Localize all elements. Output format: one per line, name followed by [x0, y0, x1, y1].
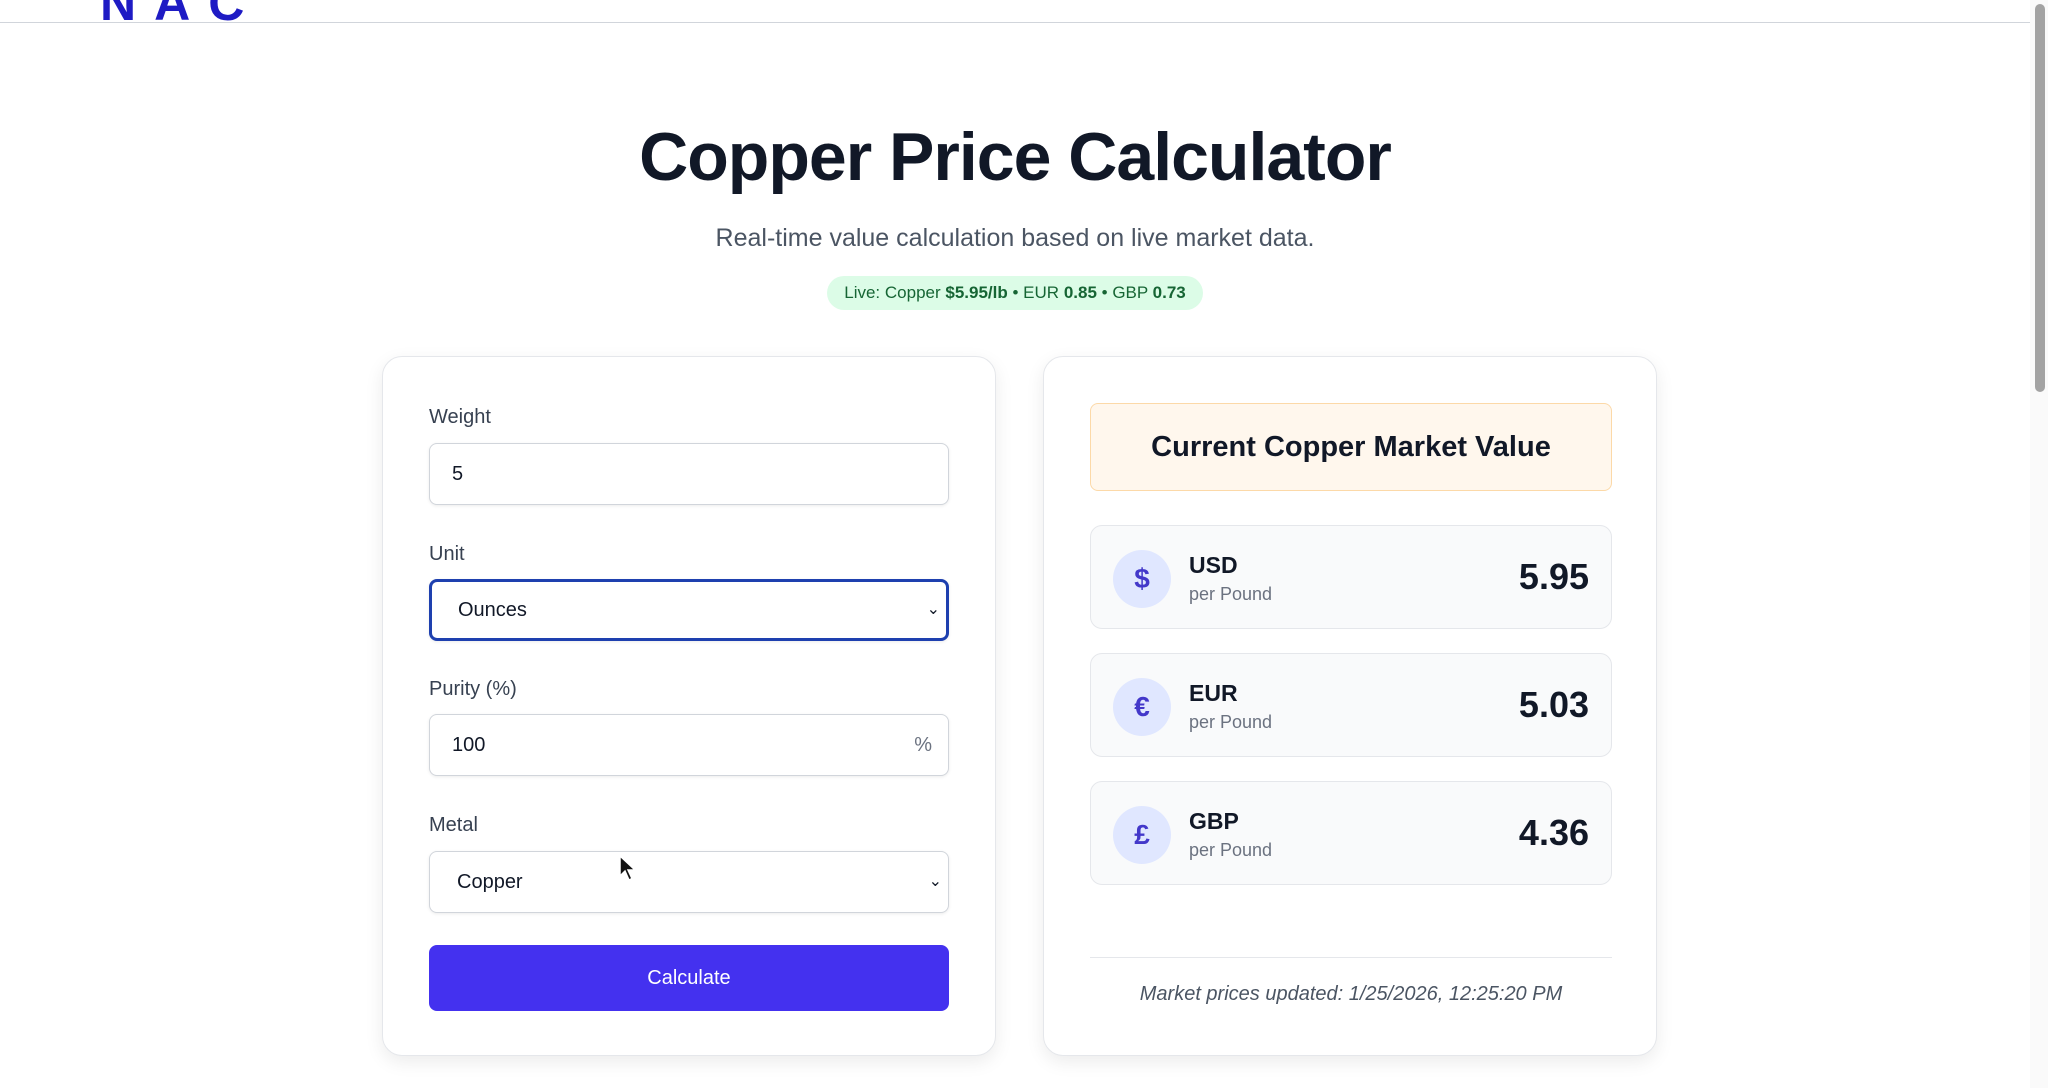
dollar-icon: $ [1113, 550, 1171, 608]
top-navbar: NAC [0, 0, 2030, 23]
weight-value: 5 [452, 463, 464, 485]
price-row-eur: € EUR per Pound 5.03 [1090, 653, 1612, 757]
market-updated-timestamp: Market prices updated: 1/25/2026, 12:25:… [1139, 983, 1563, 1005]
unit-select[interactable]: Ounces ⌄ [429, 579, 949, 641]
unit-selected-value: Ounces [458, 599, 527, 621]
weight-input[interactable]: 5 [429, 443, 949, 505]
live-eur-rate: 0.85 [1063, 283, 1097, 302]
scrollbar-thumb[interactable] [2035, 4, 2045, 392]
page-scrollbar[interactable] [2030, 0, 2048, 1088]
currency-unit: per Pound [1189, 840, 1273, 860]
market-value-card: Current Copper Market Value $ USD per Po… [1043, 356, 1657, 1056]
price-row-usd: $ USD per Pound 5.95 [1090, 525, 1612, 629]
metal-select[interactable]: Copper ⌄ [429, 851, 949, 913]
metal-selected-value: Copper [457, 871, 523, 893]
live-copper-price: $5.95/lb [945, 283, 1008, 302]
live-gbp-label: GBP [1112, 283, 1148, 302]
price-row-gbp: £ GBP per Pound 4.36 [1090, 781, 1612, 885]
currency-value: 4.36 [1518, 812, 1589, 853]
pound-icon: £ [1113, 806, 1171, 864]
euro-icon: € [1113, 678, 1171, 736]
purity-label: Purity (%) [429, 678, 517, 700]
live-rates-row: Live: Copper $5.95/lb • EUR 0.85 • GBP 0… [0, 276, 2030, 310]
currency-code: USD [1189, 552, 1238, 578]
live-rates-badge: Live: Copper $5.95/lb • EUR 0.85 • GBP 0… [827, 276, 1203, 310]
chevron-down-icon: ⌄ [926, 601, 940, 618]
percent-suffix: % [914, 734, 932, 756]
currency-value: 5.03 [1518, 684, 1589, 725]
purity-value: 100 [452, 734, 486, 756]
currency-unit: per Pound [1189, 584, 1273, 604]
metal-label: Metal [429, 814, 478, 836]
chevron-down-icon: ⌄ [928, 873, 942, 890]
market-value-title: Current Copper Market Value [1090, 403, 1612, 491]
purity-input[interactable]: 100 % [429, 714, 949, 776]
live-separator: • [1101, 283, 1108, 302]
currency-unit: per Pound [1189, 712, 1273, 732]
divider [1090, 957, 1612, 958]
live-gbp-rate: 0.73 [1152, 283, 1186, 302]
site-logo[interactable]: NAC [100, 0, 262, 22]
calculator-form-card: Weight 5 Unit Ounces ⌄ Purity (%) 100 % … [382, 356, 996, 1056]
unit-label: Unit [429, 543, 465, 565]
live-eur-label: EUR [1023, 283, 1060, 302]
mouse-cursor-icon [619, 855, 637, 882]
calculate-button[interactable]: Calculate [429, 945, 949, 1011]
currency-code: GBP [1189, 808, 1239, 834]
live-separator: • [1012, 283, 1019, 302]
weight-label: Weight [429, 406, 491, 428]
page-title: Copper Price Calculator [639, 119, 1392, 195]
currency-code: EUR [1189, 680, 1238, 706]
page-subtitle: Real-time value calculation based on liv… [715, 224, 1315, 252]
live-prefix: Live: Copper [844, 283, 941, 302]
currency-value: 5.95 [1518, 556, 1589, 597]
